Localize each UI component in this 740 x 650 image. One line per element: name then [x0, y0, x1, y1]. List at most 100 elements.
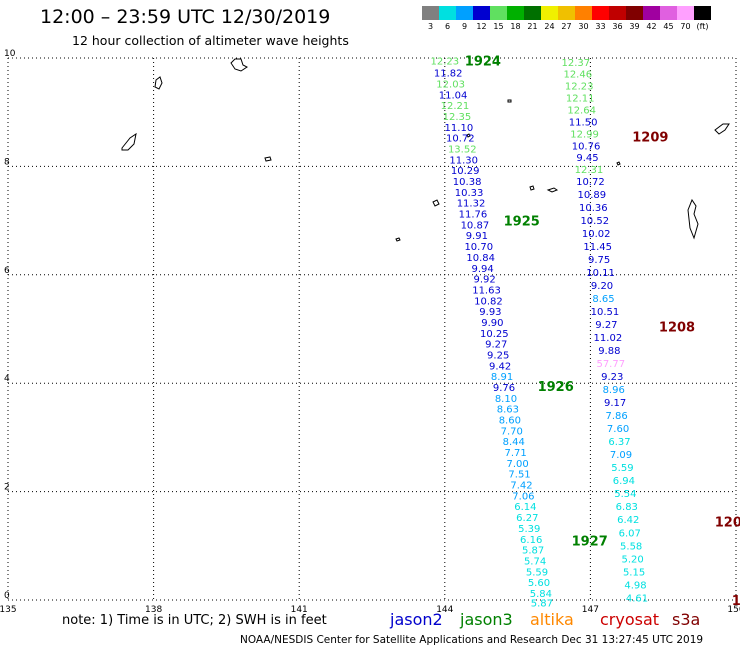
pass-time-label: 1208	[659, 320, 695, 335]
wave-height-value: 5.59	[611, 463, 633, 474]
pass-time-label: 1209	[632, 131, 668, 146]
wave-height-value: 12.11	[566, 94, 595, 105]
island	[507, 99, 512, 103]
wave-height-value: 9.88	[598, 346, 620, 357]
pass-time-label: 1207	[715, 515, 740, 530]
colorbar-swatch	[541, 6, 558, 20]
pass-time-label: 1927	[572, 534, 608, 549]
colorbar-swatch	[643, 6, 660, 20]
wave-height-value: 10.52	[580, 216, 609, 227]
wave-height-value: 7.86	[605, 411, 627, 422]
wave-height-value: 11.10	[445, 123, 474, 134]
wave-height-value: 9.27	[595, 320, 617, 331]
island	[529, 185, 535, 191]
wave-height-value: 9.91	[466, 231, 488, 242]
wave-height-value: 6.37	[608, 437, 630, 448]
chart-subtitle: 12 hour collection of altimeter wave hei…	[72, 33, 349, 48]
lon-tick-label: 138	[145, 605, 162, 615]
island	[687, 198, 699, 240]
lon-tick-label: 150	[727, 605, 740, 615]
wave-height-value: 7.70	[501, 426, 523, 437]
colorbar-swatch	[660, 6, 677, 20]
island	[466, 133, 471, 138]
wave-height-value: 7.09	[610, 450, 632, 461]
wave-height-value: 10.02	[582, 229, 611, 240]
wave-height-value: 12.21	[441, 101, 470, 112]
lon-tick-label: 144	[436, 605, 453, 615]
wave-height-value: 10.38	[453, 177, 482, 188]
lon-tick-label: 135	[0, 605, 17, 615]
wave-height-value: 12.03	[436, 79, 465, 90]
colorbar-swatch	[473, 6, 490, 20]
wave-height-value: 7.60	[607, 424, 629, 435]
colorbar-swatch	[456, 6, 473, 20]
colorbar-swatch	[558, 6, 575, 20]
wave-height-value: 10.29	[451, 166, 480, 177]
wave-height-value: 6.83	[616, 502, 638, 513]
pass-time-label: 1206	[732, 594, 740, 609]
wave-height-value: 10.72	[446, 134, 475, 145]
wave-height-value: 13.52	[448, 145, 477, 156]
colorbar-swatch	[575, 6, 592, 20]
wave-height-value: 7.51	[508, 470, 530, 481]
wave-height-value: 11.50	[569, 117, 598, 128]
wave-height-value: 5.15	[623, 567, 645, 578]
wave-height-value: 9.17	[604, 398, 626, 409]
wave-height-value: 12.64	[567, 105, 596, 116]
colorbar-label: 21	[527, 22, 538, 31]
lon-tick-label: 141	[291, 605, 308, 615]
lat-tick-label: 8	[4, 157, 10, 167]
lat-tick-label: 2	[4, 483, 10, 493]
wave-height-value: 5.39	[518, 524, 540, 535]
wave-height-value: 11.04	[439, 90, 468, 101]
colorbar-label: 36	[612, 22, 623, 31]
wave-height-value: 8.91	[491, 372, 513, 383]
chart-title: 12:00 – 23:59 UTC 12/30/2019	[40, 6, 331, 28]
wave-height-value: 9.27	[485, 340, 507, 351]
wave-height-value: 8.65	[592, 294, 614, 305]
wave-height-value: 10.11	[586, 268, 615, 279]
wave-height-value: 6.16	[520, 535, 542, 546]
wave-height-value: 9.94	[472, 264, 494, 275]
colorbar-swatch	[524, 6, 541, 20]
colorbar-swatch	[609, 6, 626, 20]
pass-time-labels: 1924 1925 1926 1927 1209 1208 1207 1206	[465, 55, 740, 609]
lon-tick-label: 147	[582, 605, 599, 615]
wave-height-value: 8.63	[497, 405, 519, 416]
units-note: note: 1) Time is in UTC; 2) SWH is in fe…	[62, 613, 327, 628]
wave-height-value: 6.27	[516, 513, 538, 524]
wave-height-value: 9.23	[601, 372, 623, 383]
colorbar-swatch	[592, 6, 609, 20]
legend-jason3: jason3	[460, 610, 513, 629]
island	[264, 156, 272, 162]
wave-height-value: 10.33	[455, 188, 484, 199]
colorbar-swatch	[507, 6, 524, 20]
colorbar	[422, 6, 711, 20]
wave-height-value: 5.87	[522, 546, 544, 557]
wave-height-value: 8.44	[503, 437, 525, 448]
wave-height-value: 11.30	[449, 155, 478, 166]
wave-height-value: 12.37	[562, 58, 591, 69]
wave-height-value: 9.25	[487, 350, 509, 361]
colorbar-label: 70	[680, 22, 691, 31]
wave-height-value: 10.89	[578, 190, 607, 201]
wave-height-value: 9.42	[489, 361, 511, 372]
wave-height-value: 8.96	[603, 385, 625, 396]
pass-time-label: 1924	[465, 55, 501, 70]
wave-height-value: 9.45	[576, 153, 598, 164]
colorbar-swatch	[694, 6, 711, 20]
legend-jason2: jason2	[390, 610, 443, 629]
colorbar-label: 9	[461, 22, 468, 31]
wave-height-value: 9.76	[493, 383, 515, 394]
wave-height-value: 7.42	[510, 481, 532, 492]
wave-height-value: 11.82	[434, 69, 463, 80]
wave-height-value: 11.32	[457, 199, 486, 210]
wave-height-value: 5.54	[614, 489, 636, 500]
wave-height-value: 6.42	[617, 515, 639, 526]
wave-height-value: 12.31	[575, 165, 604, 176]
legend-s3a: s3a	[672, 610, 701, 629]
colorbar-label: 33	[595, 22, 606, 31]
wave-height-value: 10.25	[480, 329, 509, 340]
colorbar-label: (ft)	[696, 22, 709, 31]
